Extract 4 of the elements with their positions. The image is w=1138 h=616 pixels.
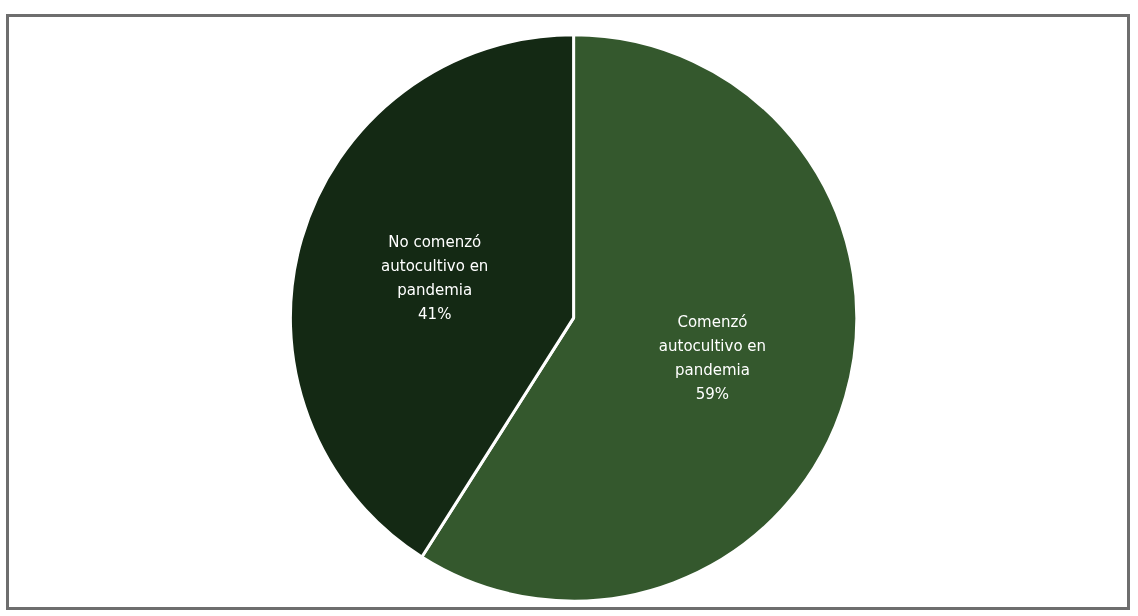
data-label: 59% [695,385,730,404]
slice-label: Comenzó autocultivo en pandemia [658,313,767,380]
slice-label: No comenzó autocultivo en pandemia [381,232,489,299]
data-label: 41% [418,304,452,323]
